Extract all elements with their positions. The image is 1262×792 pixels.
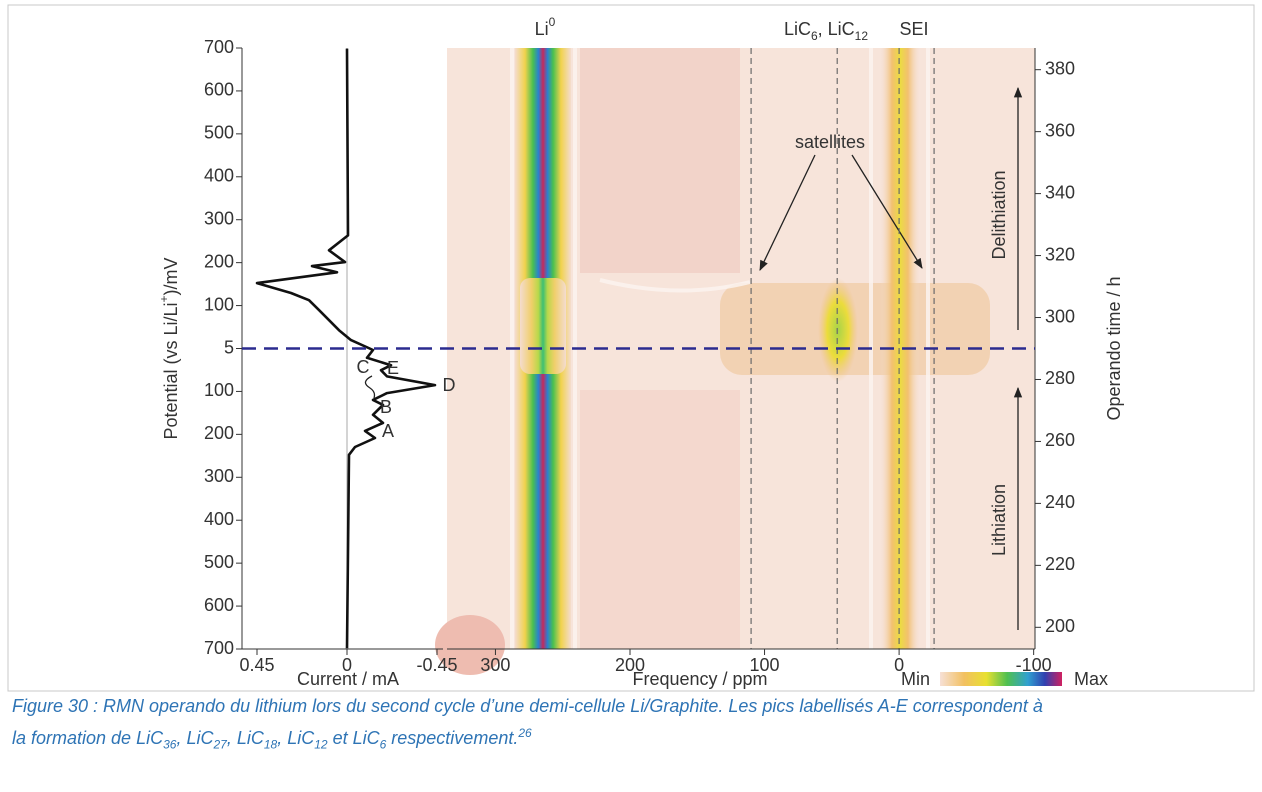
x-tick-label: -0.45: [416, 655, 457, 675]
y2-tick-label: 380: [1045, 58, 1075, 78]
y-tick-label: 100: [204, 294, 234, 314]
caption-text: , LiC: [226, 728, 264, 748]
y-tick-label: 5: [224, 337, 234, 357]
peak-letter: D: [443, 375, 456, 395]
peak-letter: A: [382, 421, 394, 441]
caption-sub: 12: [314, 737, 328, 752]
label-part: 12: [855, 29, 869, 43]
caption: Figure 30 : RMN operando du lithium lors…: [12, 693, 1257, 759]
caption-text: , LiC: [176, 728, 214, 748]
y2-tick-label: 260: [1045, 430, 1075, 450]
caption-text: Figure 30 : RMN operando du lithium lors…: [12, 696, 1043, 716]
label: SEI: [899, 19, 928, 39]
y-tick-label: 400: [204, 509, 234, 529]
peak-letter: B: [380, 397, 392, 417]
x-tick-label: 0.45: [239, 655, 274, 675]
y-tick-label: 700: [204, 37, 234, 57]
y-tick-label: 200: [204, 251, 234, 271]
y-tick-label: 300: [204, 466, 234, 486]
y2-tick-label: 340: [1045, 182, 1075, 202]
annotation: Lithiation: [989, 484, 1009, 556]
caption-sub: 27: [213, 737, 227, 752]
colorbar-label: Min: [901, 669, 930, 689]
x-tick-label: 0: [342, 655, 352, 675]
y2-tick-label: 200: [1045, 616, 1075, 636]
annotation-arrows: [364, 86, 1023, 630]
caption-sub: 36: [163, 737, 177, 752]
x-tick-label: 200: [615, 655, 645, 675]
x-tick-label: 300: [480, 655, 510, 675]
caption-text: respectivement.: [386, 728, 519, 748]
label-part: 6: [811, 29, 818, 43]
caption-text: la formation de LiC: [12, 728, 164, 748]
label-part: LiC: [784, 19, 811, 39]
y2-tick-label: 280: [1045, 368, 1075, 388]
y-tick-label: 600: [204, 80, 234, 100]
label-part: Potential (vs Li/Li: [161, 302, 181, 439]
figure: 7006005004003002001005100200300400500600…: [7, 4, 1255, 692]
y2-tick-label: 300: [1045, 306, 1075, 326]
y2-tick-label: 240: [1045, 492, 1075, 512]
heatmap-image: [435, 48, 1035, 675]
label-part: 0: [549, 15, 556, 29]
x-tick-label: -100: [1016, 655, 1052, 675]
y-tick-label: 200: [204, 423, 234, 443]
peak-letter: C: [357, 357, 370, 377]
y2-tick-label: 360: [1045, 120, 1075, 140]
label-part: Li: [535, 19, 549, 39]
y-tick-label: 100: [204, 380, 234, 400]
y-tick-label: 300: [204, 208, 234, 228]
caption-text: et LiC: [327, 728, 380, 748]
current-curve: [255, 48, 437, 649]
caption-text: , LiC: [277, 728, 315, 748]
y2-tick-label: 320: [1045, 244, 1075, 264]
y-tick-label: 500: [204, 123, 234, 143]
colorbar: [940, 672, 1062, 686]
figure-frame: [7, 4, 1255, 692]
label: LiC6, LiC12: [784, 19, 868, 43]
label-part: +: [157, 295, 171, 302]
caption-sup: 26: [518, 726, 532, 740]
label-part: )/mV: [161, 257, 181, 295]
caption-sub: 6: [379, 737, 387, 752]
y-tick-label: 700: [204, 638, 234, 658]
y-tick-label: 500: [204, 552, 234, 572]
label: Potential (vs Li/Li+)/mV: [157, 257, 181, 439]
x-tick-label: 100: [750, 655, 780, 675]
x-axis-title: Frequency / ppm: [632, 669, 767, 689]
y-tick-label: 600: [204, 595, 234, 615]
annotation: Delithiation: [989, 170, 1009, 259]
y2-tick-label: 220: [1045, 554, 1075, 574]
label: Li0: [535, 15, 556, 39]
y-tick-label: 400: [204, 166, 234, 186]
x-axis-title: Current / mA: [297, 669, 399, 689]
peak-letter: E: [387, 358, 399, 378]
caption-sub: 18: [263, 737, 278, 752]
x-tick-label: 0: [894, 655, 904, 675]
annotation: satellites: [795, 132, 865, 152]
label-part: SEI: [899, 19, 928, 39]
label-part: , LiC: [818, 19, 855, 39]
y2-axis-title: Operando time / h: [1104, 276, 1124, 420]
colorbar-label: Max: [1074, 669, 1108, 689]
